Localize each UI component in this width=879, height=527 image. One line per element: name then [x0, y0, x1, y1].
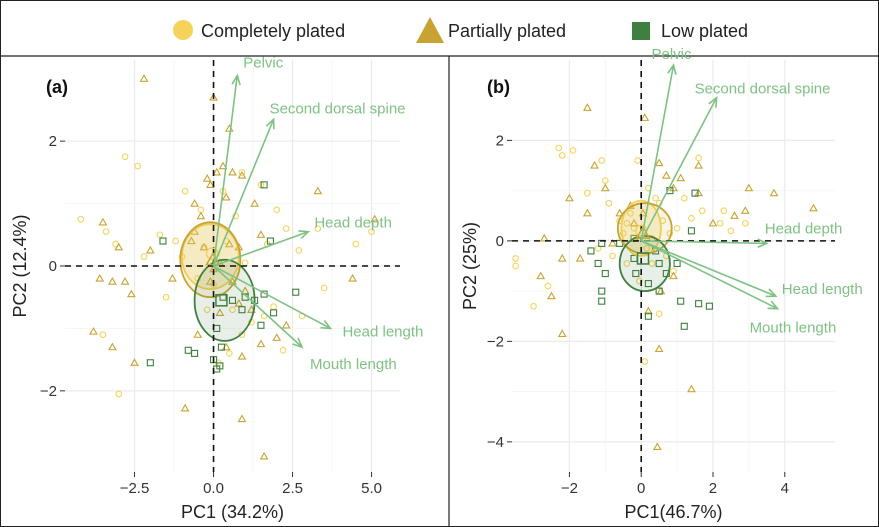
panel-b-second-dorsal-spine-vector-label: Second dorsal spine — [695, 81, 831, 98]
panel-b-y-tick-label: −4 — [487, 434, 504, 451]
panel-b-x-tick-label: 4 — [781, 480, 789, 497]
legend-low-plated-label: Low plated — [661, 21, 748, 41]
panel-b-head-depth-vector-label: Head depth — [765, 220, 843, 237]
panel-a-x-tick-label: 5.0 — [361, 480, 382, 497]
legend-completely-plated-marker — [173, 20, 193, 40]
legend-partially-plated-label: Partially plated — [448, 21, 566, 41]
panel-b-tag: (b) — [487, 77, 510, 97]
panel-b-x-axis-title: PC1(46.7%) — [624, 502, 722, 522]
panel-b-head-length-vector-label: Head length — [782, 281, 863, 298]
panel-a-y-tick-label: 2 — [49, 133, 57, 150]
panel-b-x-tick-label: 0 — [637, 480, 645, 497]
panel-b-x-tick-label: −2 — [561, 480, 578, 497]
panel-b-y-tick-label: 0 — [496, 233, 504, 250]
panel-a-pelvic-vector-label: Pelvic — [243, 55, 284, 72]
panel-a-head-length-vector-label: Head length — [342, 323, 423, 340]
panel-b-y-tick-label: −2 — [487, 333, 504, 350]
panel-b-pelvic-vector-label: Pelvic — [652, 46, 693, 63]
panel-a-second-dorsal-spine-vector-label: Second dorsal spine — [270, 100, 406, 117]
panel-a-x-tick-label: 2.5 — [282, 480, 303, 497]
panel-a-mouth-length-vector-label: Mouth length — [310, 356, 397, 373]
panel-b-y-axis-title: PC2 (25%) — [460, 222, 480, 310]
panel-b-y-tick-label: 2 — [496, 132, 504, 149]
panel-a-tag: (a) — [46, 77, 68, 97]
legend-low-plated-marker — [632, 22, 650, 40]
panel-b-mouth-length-vector-label: Mouth length — [750, 320, 837, 337]
panel-a-y-tick-label: −2 — [40, 383, 57, 400]
panel-a-head-depth-vector-label: Head depth — [314, 215, 392, 232]
panel-a-y-tick-label: 0 — [49, 258, 57, 275]
panel-b-x-tick-label: 2 — [709, 480, 717, 497]
panel-a-y-axis-title: PC2 (12.4%) — [10, 214, 30, 317]
panel-a-x-axis-title: PC1 (34.2%) — [181, 502, 284, 522]
legend-completely-plated-label: Completely plated — [201, 21, 345, 41]
panel-a-x-tick-label: 0.0 — [203, 480, 224, 497]
panel-a-x-tick-label: −2.5 — [120, 480, 150, 497]
